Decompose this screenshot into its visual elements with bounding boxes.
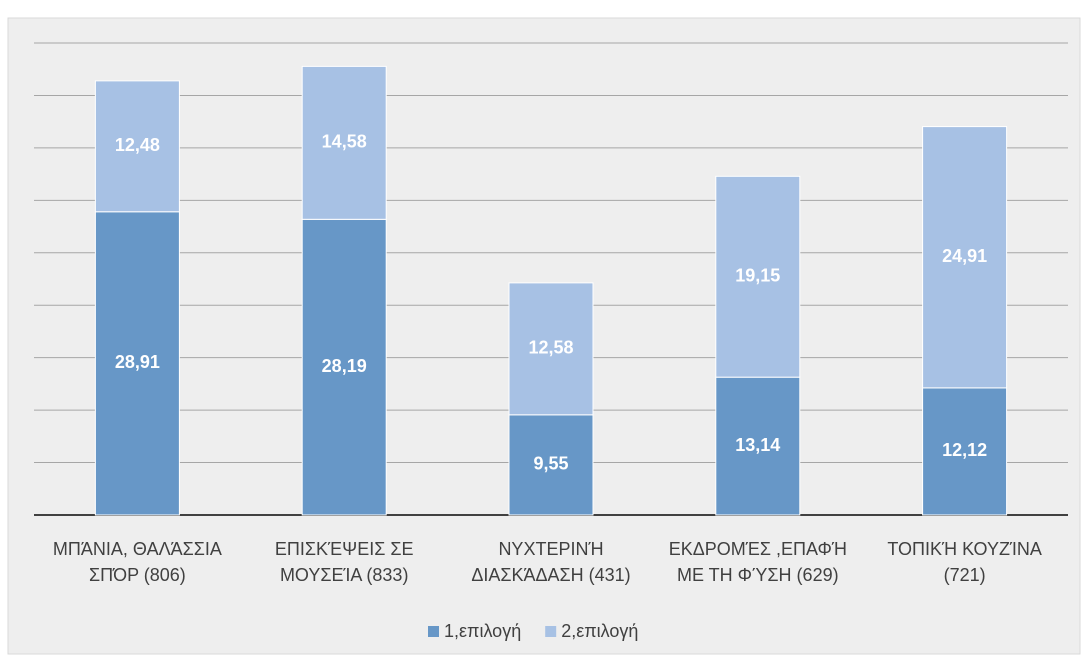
legend-label: 1,επιλογή [444,621,521,641]
legend-swatch [428,626,439,637]
x-tick-label: ΝΥΧΤΕΡΙΝΉ ΔΙΑΣΚΆΔΑΣΗ (431) [471,539,631,585]
bar-segment [301,65,387,220]
x-tick-label: ΕΠΙΣΚΈΨΕΙΣ ΣΕ ΜΟΥΣΕΊΑ (833) [274,539,414,585]
data-label: 14,58 [322,132,367,152]
data-label: 12,12 [942,440,987,460]
x-tick-label: ΤΟΠΙΚΉ ΚΟΥΖΊΝΑ (721) [887,539,1042,585]
legend-label: 2,επιλογή [561,621,638,641]
bar-segment [922,387,1008,516]
legend-swatch [545,626,557,637]
data-label: 12,48 [115,135,160,155]
data-label: 24,91 [942,246,987,266]
data-label: 28,91 [115,352,160,372]
data-label: 9,55 [533,454,568,474]
bar-segment [301,218,387,516]
bar-segment [715,376,801,516]
data-label: 28,19 [322,356,367,376]
data-label: 12,58 [528,338,573,358]
bar-segment [715,175,801,378]
data-label: 19,15 [735,265,780,285]
bar-segment [94,80,180,213]
bar-segment [922,126,1008,389]
bar-segment [508,414,594,516]
bar-segment [508,282,594,416]
x-tick-label: ΜΠΆΝΙΑ, ΘΑΛΆΣΣΙΑ ΣΠΌΡ (806) [52,539,222,585]
data-label: 13,14 [735,435,780,455]
bar-segment [94,211,180,516]
x-tick-label: ΕΚΔΡΟΜΈΣ ,ΕΠΑΦΉ ΜΕ ΤΗ ΦΎΣΗ (629) [668,539,847,585]
